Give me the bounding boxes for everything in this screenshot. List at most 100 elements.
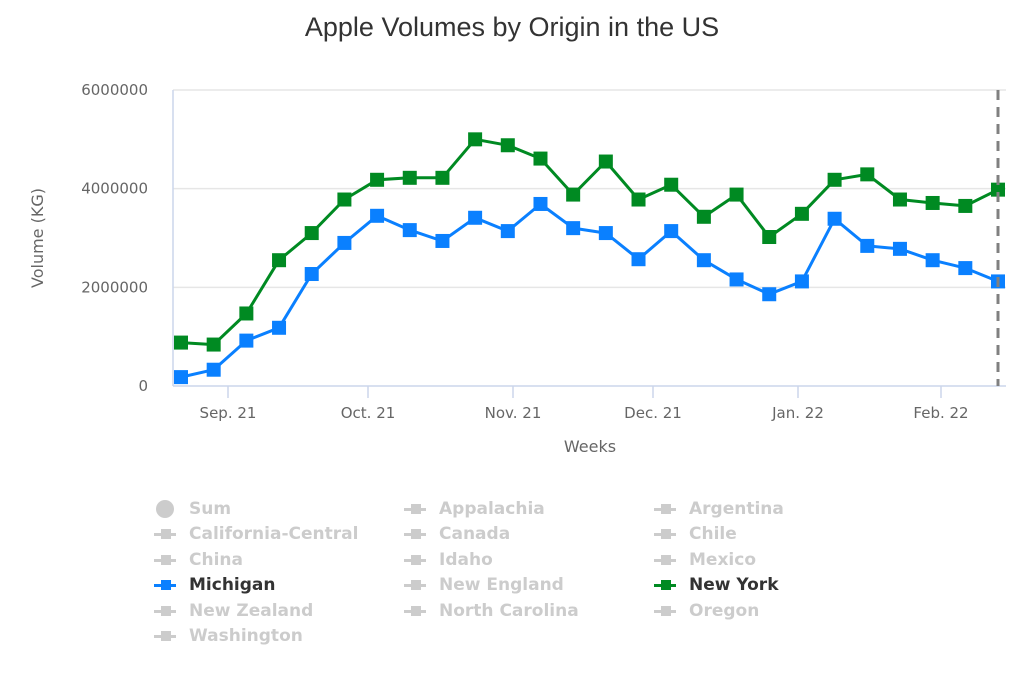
data-point-marker[interactable]	[566, 187, 581, 202]
line-square-marker-icon	[652, 553, 680, 567]
data-point-marker[interactable]	[402, 170, 417, 185]
legend-label: Chile	[689, 524, 737, 545]
series-new-york[interactable]	[174, 132, 1005, 352]
line-square-marker-icon	[652, 578, 680, 592]
x-axis: Sep. 21 Oct. 21 Nov. 21 Dec. 21 Jan. 22 Feb. …	[173, 385, 1006, 422]
data-point-marker[interactable]	[794, 274, 809, 289]
x-tick-label: Feb. 22	[913, 404, 968, 422]
data-point-marker[interactable]	[664, 224, 679, 239]
data-point-marker[interactable]	[435, 170, 450, 185]
line-square-marker-icon	[152, 604, 180, 618]
data-point-marker[interactable]	[827, 211, 842, 226]
data-point-marker[interactable]	[370, 208, 385, 223]
data-point-marker[interactable]	[304, 267, 319, 282]
legend-item-new-england[interactable]: New England	[402, 573, 652, 599]
data-point-marker[interactable]	[827, 172, 842, 187]
legend-label: Oregon	[689, 600, 760, 621]
legend-item-canada[interactable]: Canada	[402, 522, 652, 548]
legend-item-oregon[interactable]: Oregon	[652, 598, 902, 624]
line-square-marker-icon	[652, 527, 680, 541]
data-point-marker[interactable]	[206, 362, 221, 377]
legend-label: New York	[689, 575, 779, 596]
chart-title: Apple Volumes by Origin in the US	[304, 12, 720, 42]
data-point-marker[interactable]	[206, 337, 221, 352]
data-point-marker[interactable]	[402, 223, 417, 238]
legend-label: Appalachia	[439, 498, 545, 519]
data-point-marker[interactable]	[631, 252, 646, 267]
data-point-marker[interactable]	[860, 167, 875, 182]
x-tick-label: Dec. 21	[624, 404, 682, 422]
data-point-marker[interactable]	[239, 333, 254, 348]
legend-label: Michigan	[189, 575, 276, 596]
data-point-marker[interactable]	[174, 370, 188, 385]
data-point-marker[interactable]	[696, 253, 711, 268]
data-point-marker[interactable]	[892, 192, 907, 207]
line-square-marker-icon	[152, 553, 180, 567]
data-point-marker[interactable]	[794, 206, 809, 221]
data-point-marker[interactable]	[468, 210, 483, 225]
data-point-marker[interactable]	[272, 320, 287, 335]
data-point-marker[interactable]	[304, 226, 319, 241]
legend-item-china[interactable]: China	[152, 547, 402, 573]
legend-item-california-central[interactable]: California-Central	[152, 522, 402, 548]
legend-item-north-carolina[interactable]: North Carolina	[402, 598, 652, 624]
data-point-marker[interactable]	[500, 224, 515, 239]
legend-item-argentina[interactable]: Argentina	[652, 496, 902, 522]
legend-label: Washington	[189, 626, 303, 647]
data-point-marker[interactable]	[762, 230, 777, 245]
data-point-marker[interactable]	[729, 272, 744, 287]
series-michigan[interactable]	[174, 196, 1005, 385]
data-point-marker[interactable]	[533, 151, 548, 166]
data-point-marker[interactable]	[860, 238, 875, 253]
data-point-marker[interactable]	[533, 196, 548, 211]
legend-item-michigan[interactable]: Michigan	[152, 573, 402, 599]
data-point-marker[interactable]	[566, 221, 581, 236]
data-point-marker[interactable]	[500, 138, 515, 153]
data-point-marker[interactable]	[370, 172, 385, 187]
line-square-marker-icon	[152, 629, 180, 643]
data-point-marker[interactable]	[925, 195, 940, 210]
data-point-marker[interactable]	[468, 132, 483, 147]
x-tick-label: Jan. 22	[771, 404, 824, 422]
line-chart: 0 2000000 4000000 6000000 Sep. 21 Oct. 21 Nov…	[28, 81, 1006, 456]
y-tick-label: 4000000	[81, 180, 148, 198]
legend-item-new-york[interactable]: New York	[652, 573, 902, 599]
legend-item-new-zealand[interactable]: New Zealand	[152, 598, 402, 624]
line-square-marker-icon	[652, 604, 680, 618]
legend-label: California-Central	[189, 524, 359, 545]
data-point-marker[interactable]	[598, 154, 613, 169]
y-axis-ticks: 0 2000000 4000000 6000000	[81, 81, 148, 395]
legend-item-chile[interactable]: Chile	[652, 522, 902, 548]
legend-label: Sum	[189, 498, 232, 519]
data-point-marker[interactable]	[762, 287, 777, 302]
data-point-marker[interactable]	[337, 235, 352, 250]
y-tick-label: 0	[138, 377, 148, 395]
legend-item-idaho[interactable]: Idaho	[402, 547, 652, 573]
data-point-marker[interactable]	[239, 306, 254, 321]
data-point-marker[interactable]	[958, 198, 973, 213]
data-point-marker[interactable]	[598, 226, 613, 241]
series-group	[174, 132, 1005, 385]
legend-item-mexico[interactable]: Mexico	[652, 547, 902, 573]
data-point-marker[interactable]	[272, 253, 287, 268]
data-point-marker[interactable]	[925, 253, 940, 268]
data-point-marker[interactable]	[631, 192, 646, 207]
data-point-marker[interactable]	[337, 192, 352, 207]
data-point-marker[interactable]	[892, 241, 907, 256]
data-point-marker[interactable]	[174, 335, 188, 350]
line-square-marker-icon	[402, 604, 430, 618]
data-point-marker[interactable]	[991, 182, 1005, 197]
data-point-marker[interactable]	[729, 187, 744, 202]
data-point-marker[interactable]	[664, 177, 679, 192]
y-axis-title: Volume (KG)	[28, 188, 47, 288]
legend-item-sum[interactable]: Sum	[152, 496, 402, 522]
x-axis-title: Weeks	[564, 437, 616, 456]
y-tick-label: 2000000	[81, 278, 148, 296]
legend-item-appalachia[interactable]: Appalachia	[402, 496, 652, 522]
data-point-marker[interactable]	[435, 233, 450, 248]
data-point-marker[interactable]	[958, 261, 973, 276]
data-point-marker[interactable]	[696, 209, 711, 224]
legend-label: New Zealand	[189, 600, 314, 621]
legend-label: Idaho	[439, 549, 493, 570]
legend-item-washington[interactable]: Washington	[152, 624, 402, 650]
